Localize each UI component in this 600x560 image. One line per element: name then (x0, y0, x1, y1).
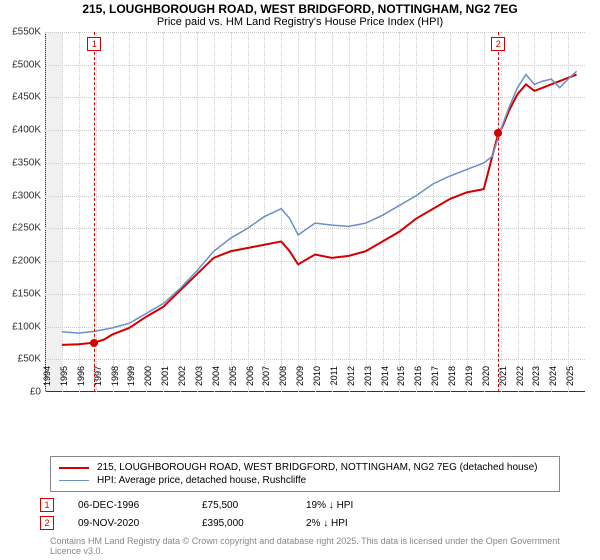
chart-title: 215, LOUGHBOROUGH ROAD, WEST BRIDGFORD, … (0, 0, 600, 16)
x-axis-label: 2011 (329, 366, 339, 396)
x-axis-label: 2016 (413, 366, 423, 396)
y-axis-label: £0 (0, 387, 41, 398)
x-axis-label: 2019 (464, 366, 474, 396)
x-axis-label: 2003 (194, 366, 204, 396)
y-axis-label: £250K (0, 223, 41, 234)
x-axis-label: 2007 (261, 366, 271, 396)
x-axis-label: 2006 (245, 366, 255, 396)
y-axis-label: £300K (0, 190, 41, 201)
info-row-2: 209-NOV-2020£395,0002% ↓ HPI (40, 514, 560, 532)
x-axis-label: 2022 (515, 366, 525, 396)
x-axis-label: 1995 (59, 366, 69, 396)
x-axis-label: 2020 (481, 366, 491, 396)
x-axis-label: 2018 (447, 366, 457, 396)
x-axis-label: 2000 (143, 366, 153, 396)
y-axis-label: £100K (0, 321, 41, 332)
y-axis-label: £450K (0, 92, 41, 103)
x-axis-label: 2014 (380, 366, 390, 396)
x-axis-label: 2017 (430, 366, 440, 396)
y-axis-label: £350K (0, 157, 41, 168)
x-axis-label: 2002 (177, 366, 187, 396)
info-row-1: 106-DEC-1996£75,50019% ↓ HPI (40, 496, 560, 514)
x-axis-label: 2005 (228, 366, 238, 396)
legend-row: HPI: Average price, detached house, Rush… (59, 474, 551, 487)
data-credit: Contains HM Land Registry data © Crown c… (50, 536, 560, 556)
x-axis-label: 2015 (396, 366, 406, 396)
marker-info: 106-DEC-1996£75,50019% ↓ HPI209-NOV-2020… (40, 496, 560, 532)
y-axis-label: £50K (0, 354, 41, 365)
x-axis-label: 1996 (76, 366, 86, 396)
x-axis-label: 2004 (211, 366, 221, 396)
x-axis-label: 2010 (312, 366, 322, 396)
legend: 215, LOUGHBOROUGH ROAD, WEST BRIDGFORD, … (50, 456, 560, 492)
y-axis-label: £200K (0, 256, 41, 267)
x-axis-label: 2024 (548, 366, 558, 396)
x-axis-label: 2008 (278, 366, 288, 396)
x-axis-label: 1994 (42, 366, 52, 396)
y-axis-label: £500K (0, 59, 41, 70)
marker-1: 1 (87, 37, 101, 51)
y-axis-label: £550K (0, 27, 41, 38)
y-axis-label: £150K (0, 288, 41, 299)
x-axis-label: 2012 (346, 366, 356, 396)
x-axis-label: 2001 (160, 366, 170, 396)
marker-2: 2 (491, 37, 505, 51)
chart-subtitle: Price paid vs. HM Land Registry's House … (0, 16, 600, 32)
chart-area: £0 £50K £100K £150K £200K £250K £300K £350K £400… (0, 32, 600, 452)
y-axis-label: £400K (0, 125, 41, 136)
x-axis-label: 1998 (110, 366, 120, 396)
legend-row: 215, LOUGHBOROUGH ROAD, WEST BRIDGFORD, … (59, 461, 551, 474)
x-axis-label: 2009 (295, 366, 305, 396)
x-axis-label: 2013 (363, 366, 373, 396)
x-axis-label: 2023 (531, 366, 541, 396)
x-axis-label: 2025 (565, 366, 575, 396)
x-axis-label: 1999 (126, 366, 136, 396)
